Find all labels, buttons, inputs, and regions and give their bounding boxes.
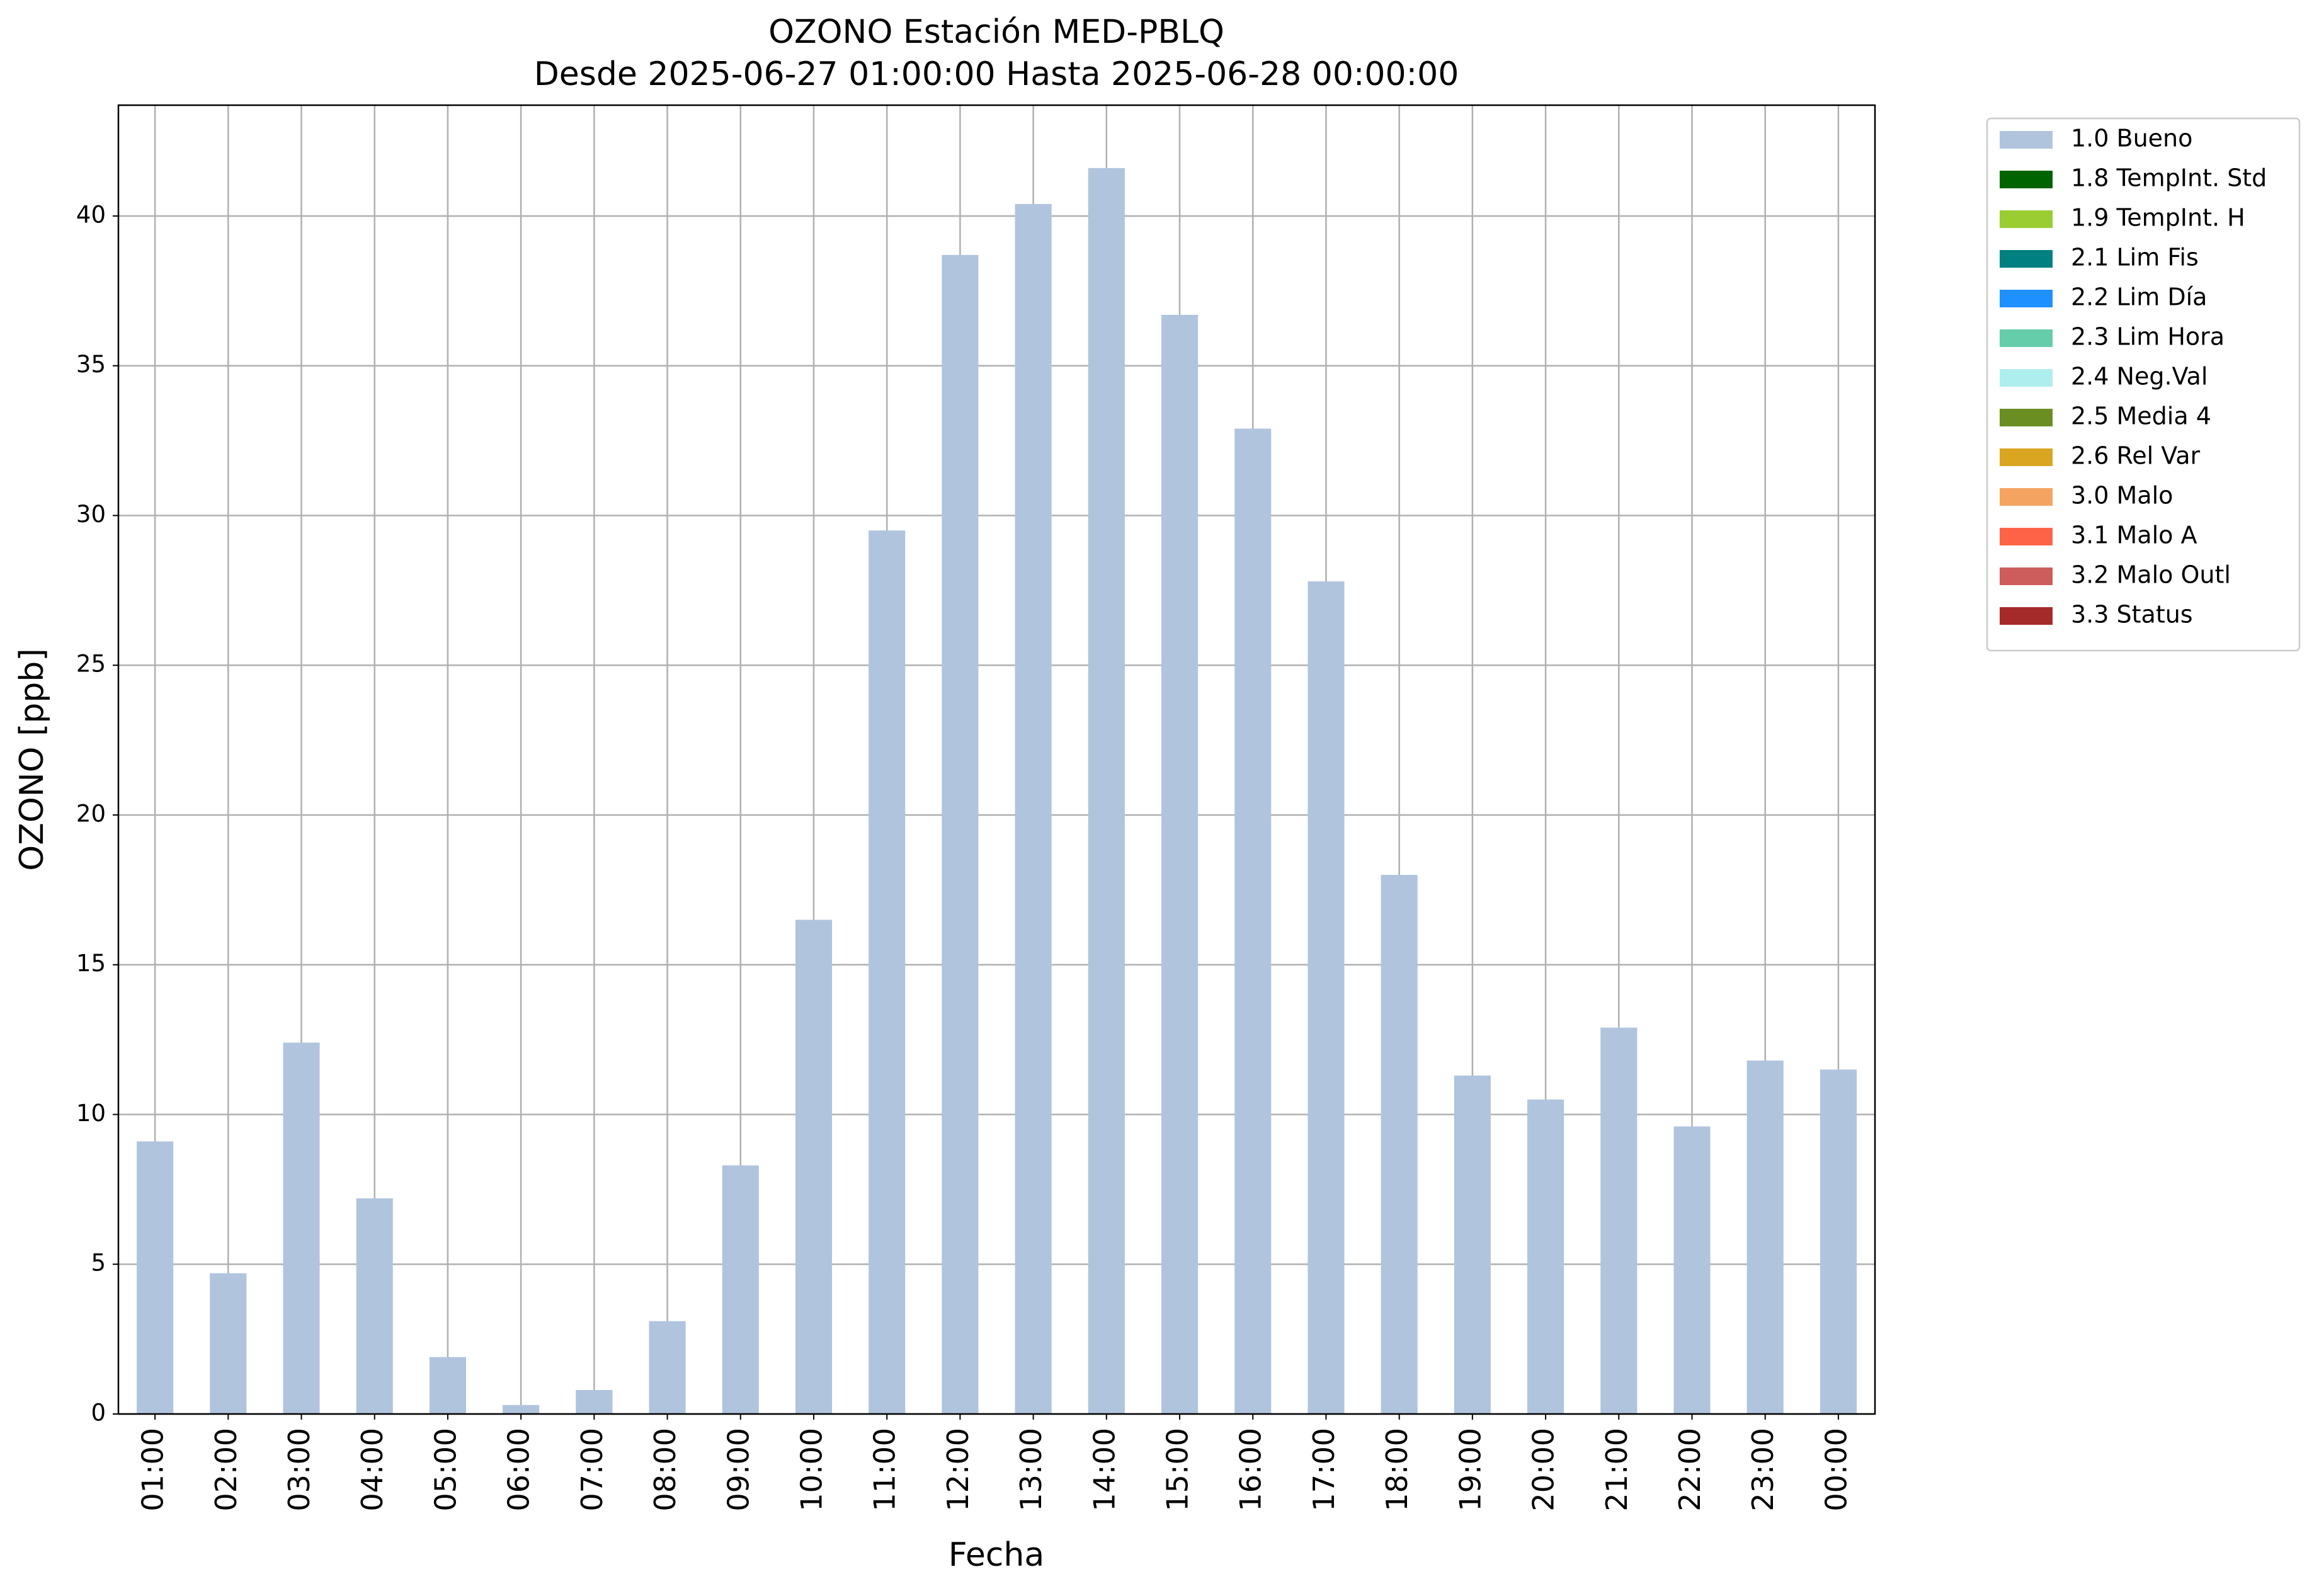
x-tick-label: 19:00 bbox=[1453, 1428, 1487, 1512]
bar bbox=[356, 1198, 393, 1414]
x-tick-label: 14:00 bbox=[1087, 1428, 1121, 1512]
x-tick-label: 02:00 bbox=[209, 1428, 243, 1512]
x-tick-label: 23:00 bbox=[1746, 1428, 1780, 1512]
x-tick-label: 09:00 bbox=[721, 1428, 755, 1512]
bar bbox=[1308, 581, 1345, 1415]
x-tick-label: 18:00 bbox=[1380, 1428, 1414, 1512]
bar bbox=[137, 1141, 174, 1414]
x-tick-label: 01:00 bbox=[136, 1428, 170, 1512]
legend-label: 1.8 TempInt. Std bbox=[2071, 164, 2267, 192]
bar bbox=[1673, 1126, 1711, 1414]
legend-swatch bbox=[2000, 409, 2053, 426]
bar bbox=[1820, 1069, 1857, 1414]
legend-swatch bbox=[2000, 290, 2053, 307]
plot-frame bbox=[117, 104, 1876, 1415]
x-tick-label: 11:00 bbox=[868, 1428, 902, 1512]
legend-swatch bbox=[2000, 250, 2053, 268]
x-tick-label: 15:00 bbox=[1161, 1428, 1195, 1512]
x-tick-label: 06:00 bbox=[502, 1428, 536, 1512]
legend-swatch bbox=[2000, 488, 2053, 506]
legend-label: 3.0 Malo bbox=[2071, 482, 2173, 510]
y-tick-label: 40 bbox=[76, 201, 106, 228]
bar bbox=[1600, 1027, 1638, 1414]
bar bbox=[1015, 203, 1052, 1414]
x-tick-label: 20:00 bbox=[1527, 1428, 1561, 1512]
bar bbox=[1527, 1099, 1564, 1414]
x-tick-label: 17:00 bbox=[1307, 1428, 1341, 1512]
legend-swatch bbox=[2000, 567, 2053, 585]
x-tick-label: 04:00 bbox=[355, 1428, 389, 1512]
legend-swatch bbox=[2000, 607, 2053, 625]
legend-label: 1.0 Bueno bbox=[2071, 125, 2192, 152]
bar bbox=[1454, 1075, 1491, 1414]
legend-box bbox=[1986, 117, 2301, 652]
x-tick-label: 08:00 bbox=[648, 1428, 682, 1512]
bar bbox=[1088, 168, 1125, 1414]
bar bbox=[503, 1405, 540, 1414]
legend-swatch bbox=[2000, 448, 2053, 466]
legend-label: 1.9 TempInt. H bbox=[2071, 204, 2245, 232]
legend-label: 2.2 Lim Día bbox=[2071, 283, 2207, 311]
x-tick-label: 12:00 bbox=[941, 1428, 975, 1512]
legend-swatch bbox=[2000, 329, 2053, 347]
bar bbox=[649, 1321, 686, 1414]
x-tick-label: 03:00 bbox=[282, 1428, 316, 1512]
legend-label: 2.4 Neg.Val bbox=[2071, 363, 2208, 390]
bar bbox=[795, 920, 833, 1414]
x-tick-label: 16:00 bbox=[1234, 1428, 1268, 1512]
bar bbox=[576, 1389, 613, 1414]
bar bbox=[210, 1273, 247, 1414]
legend-label: 2.1 Lim Fis bbox=[2071, 244, 2199, 271]
legend-label: 3.3 Status bbox=[2071, 601, 2193, 629]
legend-swatch bbox=[2000, 131, 2053, 149]
bar bbox=[429, 1357, 466, 1414]
chart-subtitle: Desde 2025-06-27 01:00:00 Hasta 2025-06-… bbox=[534, 55, 1459, 93]
legend-label: 3.2 Malo Outl bbox=[2071, 561, 2231, 589]
x-tick-label: 21:00 bbox=[1600, 1428, 1634, 1512]
chart-title: OZONO Estación MED-PBLQ bbox=[768, 13, 1224, 51]
legend-swatch bbox=[2000, 171, 2053, 188]
x-tick-label: 10:00 bbox=[794, 1428, 828, 1512]
bar bbox=[1161, 314, 1199, 1415]
x-tick-label: 22:00 bbox=[1673, 1428, 1707, 1512]
y-tick-label: 0 bbox=[91, 1399, 106, 1427]
x-tick-label: 07:00 bbox=[575, 1428, 609, 1512]
bar bbox=[869, 530, 906, 1414]
y-tick-label: 15 bbox=[76, 950, 106, 977]
bar bbox=[722, 1165, 759, 1414]
bar bbox=[1746, 1060, 1784, 1414]
bar bbox=[283, 1042, 320, 1414]
y-axis-label: OZONO [ppb] bbox=[13, 648, 51, 870]
y-tick-label: 25 bbox=[76, 651, 106, 678]
legend-label: 2.5 Media 4 bbox=[2071, 402, 2211, 430]
x-tick-label: 00:00 bbox=[1819, 1428, 1853, 1512]
y-tick-label: 35 bbox=[76, 351, 106, 378]
legend-label: 2.6 Rel Var bbox=[2071, 442, 2201, 470]
x-axis-label: Fecha bbox=[949, 1536, 1044, 1574]
legend-swatch bbox=[2000, 210, 2053, 228]
bar bbox=[1381, 875, 1418, 1414]
bar bbox=[1234, 428, 1272, 1414]
y-tick-label: 20 bbox=[76, 800, 106, 827]
legend-swatch bbox=[2000, 369, 2053, 387]
y-tick-label: 10 bbox=[76, 1100, 106, 1127]
y-tick-label: 5 bbox=[91, 1250, 106, 1277]
legend-label: 2.3 Lim Hora bbox=[2071, 323, 2225, 351]
legend-label: 3.1 Malo A bbox=[2071, 522, 2197, 549]
x-tick-label: 13:00 bbox=[1014, 1428, 1048, 1512]
legend-swatch bbox=[2000, 528, 2053, 545]
y-tick-label: 30 bbox=[76, 501, 106, 528]
x-tick-label: 05:00 bbox=[428, 1428, 462, 1512]
bar bbox=[942, 254, 979, 1414]
